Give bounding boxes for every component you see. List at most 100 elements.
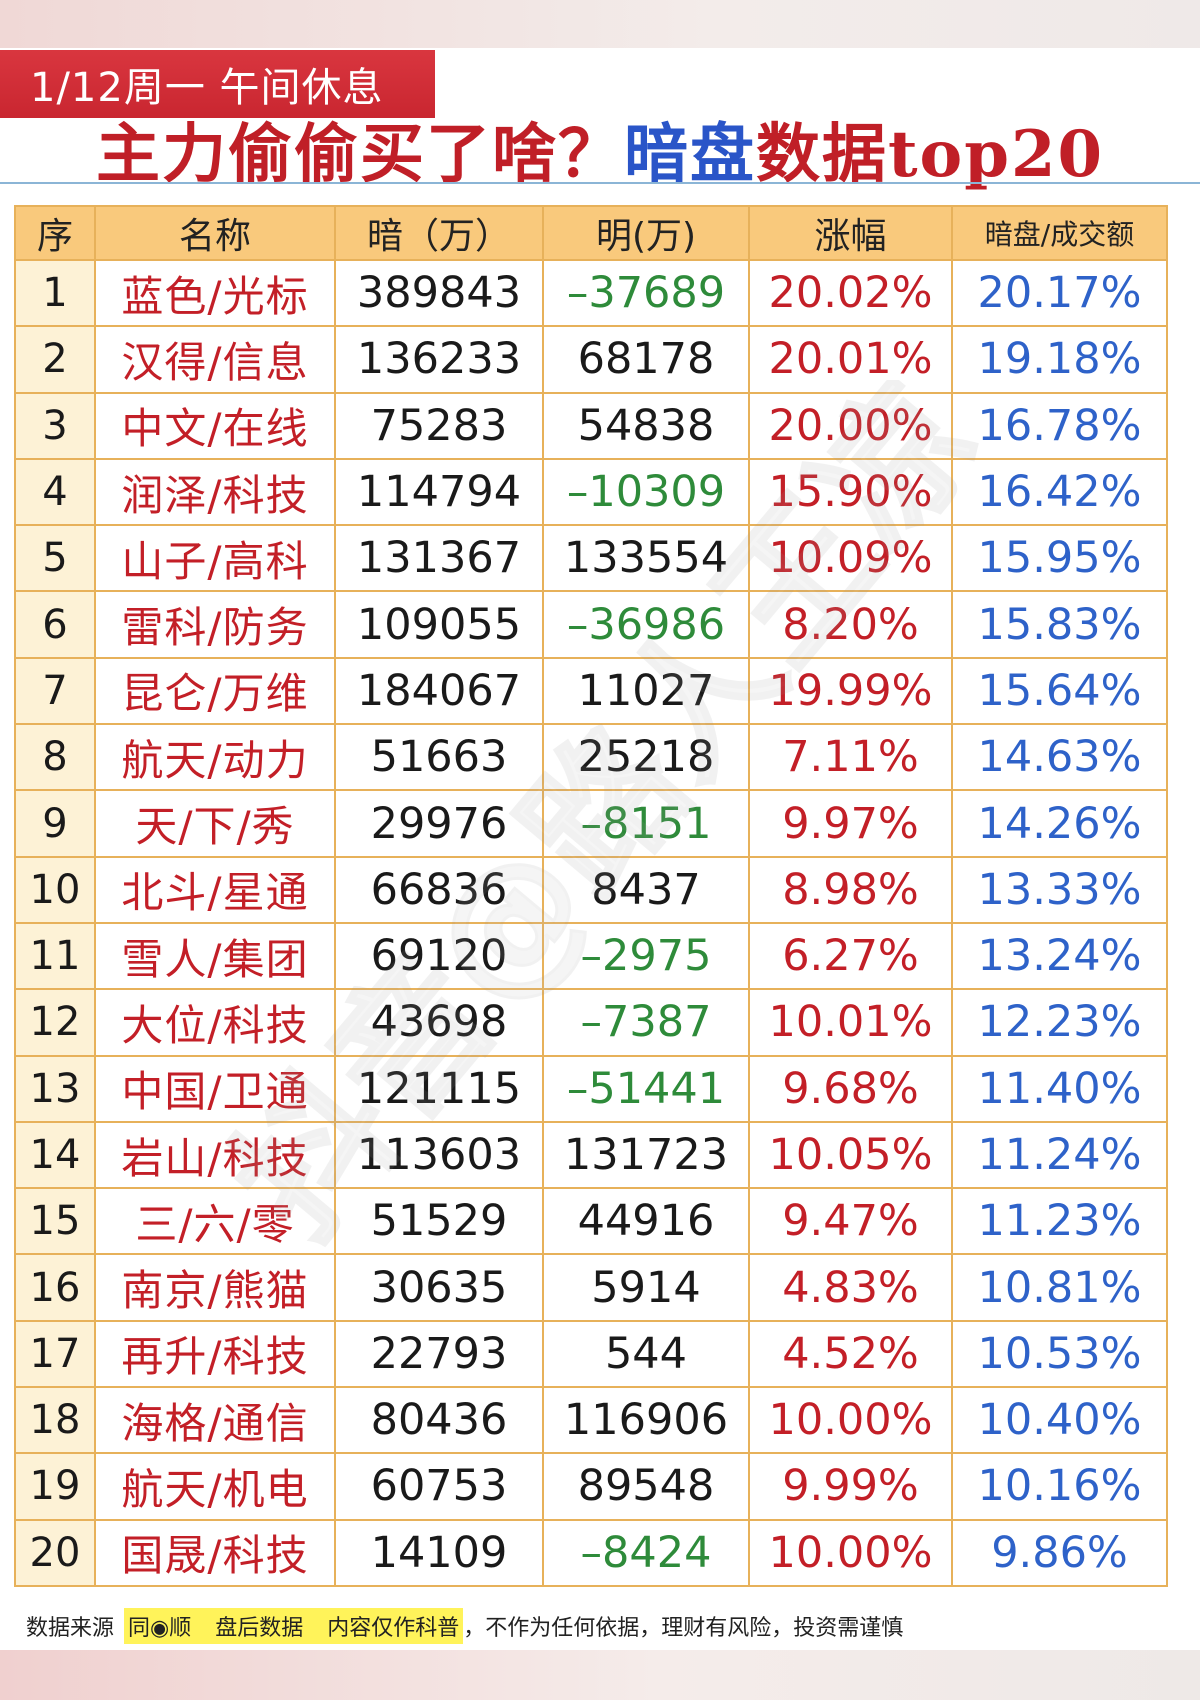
cell-rank: 4 xyxy=(14,457,96,527)
cell-dark-amount: 22793 xyxy=(334,1319,544,1389)
cell-rank: 18 xyxy=(14,1386,96,1455)
footer-source-name: 同◉顺 xyxy=(128,1616,192,1641)
cell-rank: 9 xyxy=(14,789,96,858)
cell-change: 9.47% xyxy=(748,1187,953,1256)
table-row: 17 再升/科技 22793 544 4.52% 10.53% xyxy=(14,1319,1168,1389)
cell-dark-amount: 113603 xyxy=(334,1120,544,1190)
cell-rank: 10 xyxy=(14,855,96,924)
cell-lit-amount: 44916 xyxy=(542,1187,750,1256)
dark-pool-table: 序 名称 暗（万） 明(万) 涨幅 暗盘/成交额 1 蓝色/光标 389843 –37… xyxy=(14,205,1168,1587)
cell-change: 9.99% xyxy=(748,1452,953,1521)
date-tag: 1/12周一 午间休息 xyxy=(0,50,435,118)
table-row: 4 润泽/科技 114794 –10309 15.90% 16.42% xyxy=(14,457,1168,527)
cell-dark-amount: 60753 xyxy=(334,1452,544,1521)
cell-lit-amount: –2975 xyxy=(542,921,750,991)
cell-lit-amount: –10309 xyxy=(542,457,750,527)
title-question: 主力偷偷买了啥？ xyxy=(95,117,624,192)
table-row: 10 北斗/星通 66836 8437 8.98% 13.33% xyxy=(14,855,1168,924)
cell-ratio: 19.18% xyxy=(951,325,1168,394)
footer-science-note: 内容仅作科普 xyxy=(327,1616,460,1641)
cell-change: 10.05% xyxy=(748,1120,953,1190)
table-row: 1 蓝色/光标 389843 –37689 20.02% 20.17% xyxy=(14,258,1168,328)
cell-lit-amount: –7387 xyxy=(542,988,750,1057)
footer-disclaimer: ，不作为任何依据，理财有风险，投资需谨慎 xyxy=(463,1616,904,1641)
cell-stock-name: 三/六/零 xyxy=(94,1187,336,1256)
cell-change: 8.20% xyxy=(748,590,953,659)
cell-rank: 5 xyxy=(14,524,96,593)
footer-source-highlight: 同◉顺 盘后数据 内容仅作科普 xyxy=(124,1608,464,1644)
table-header: 序 名称 暗（万） 明(万) 涨幅 暗盘/成交额 xyxy=(14,205,1168,261)
table-row: 18 海格/通信 80436 116906 10.00% 10.40% xyxy=(14,1386,1168,1455)
cell-rank: 13 xyxy=(14,1054,96,1123)
cell-stock-name: 蓝色/光标 xyxy=(94,258,336,328)
cell-stock-name: 天/下/秀 xyxy=(94,789,336,858)
bottom-background-strip xyxy=(0,1650,1200,1700)
cell-lit-amount: 54838 xyxy=(542,391,750,460)
column-header-ratio: 暗盘/成交额 xyxy=(951,205,1168,261)
cell-rank: 16 xyxy=(14,1253,96,1322)
cell-stock-name: 润泽/科技 xyxy=(94,457,336,527)
page-title: 主力偷偷买了啥？ 暗盘 数据top20 xyxy=(0,104,1200,194)
cell-dark-amount: 136233 xyxy=(334,325,544,394)
cell-rank: 1 xyxy=(14,258,96,328)
cell-stock-name: 昆仑/万维 xyxy=(94,656,336,726)
cell-lit-amount: 133554 xyxy=(542,524,750,593)
cell-dark-amount: 80436 xyxy=(334,1386,544,1455)
cell-ratio: 14.63% xyxy=(951,723,1168,792)
cell-ratio: 15.95% xyxy=(951,524,1168,593)
cell-stock-name: 汉得/信息 xyxy=(94,325,336,394)
cell-ratio: 10.40% xyxy=(951,1386,1168,1455)
cell-change: 10.09% xyxy=(748,524,953,593)
column-header-name: 名称 xyxy=(94,205,336,261)
cell-change: 20.02% xyxy=(748,258,953,328)
cell-stock-name: 岩山/科技 xyxy=(94,1120,336,1190)
column-header-change: 涨幅 xyxy=(748,205,953,261)
cell-change: 9.97% xyxy=(748,789,953,858)
cell-change: 7.11% xyxy=(748,723,953,792)
cell-rank: 11 xyxy=(14,921,96,991)
cell-stock-name: 南京/熊猫 xyxy=(94,1253,336,1322)
table-row: 12 大位/科技 43698 –7387 10.01% 12.23% xyxy=(14,988,1168,1057)
column-header-rank: 序 xyxy=(14,205,96,261)
top-background-strip xyxy=(0,0,1200,50)
footer-source-prefix: 数据来源 xyxy=(26,1616,115,1641)
cell-stock-name: 雷科/防务 xyxy=(94,590,336,659)
table-row: 8 航天/动力 51663 25218 7.11% 14.63% xyxy=(14,723,1168,792)
footer-after-hours: 盘后数据 xyxy=(215,1616,304,1641)
cell-stock-name: 大位/科技 xyxy=(94,988,336,1057)
cell-stock-name: 海格/通信 xyxy=(94,1386,336,1455)
cell-change: 4.83% xyxy=(748,1253,953,1322)
cell-rank: 8 xyxy=(14,723,96,792)
table-row: 19 航天/机电 60753 89548 9.99% 10.16% xyxy=(14,1452,1168,1521)
cell-lit-amount: –36986 xyxy=(542,590,750,659)
cell-lit-amount: 68178 xyxy=(542,325,750,394)
cell-lit-amount: 25218 xyxy=(542,723,750,792)
cell-rank: 17 xyxy=(14,1319,96,1389)
cell-ratio: 9.86% xyxy=(951,1518,1168,1587)
cell-stock-name: 中文/在线 xyxy=(94,391,336,460)
cell-change: 20.01% xyxy=(748,325,953,394)
cell-dark-amount: 184067 xyxy=(334,656,544,726)
cell-stock-name: 航天/机电 xyxy=(94,1452,336,1521)
cell-ratio: 10.53% xyxy=(951,1319,1168,1389)
cell-dark-amount: 109055 xyxy=(334,590,544,659)
cell-stock-name: 山子/高科 xyxy=(94,524,336,593)
cell-dark-amount: 14109 xyxy=(334,1518,544,1587)
column-header-dark: 暗（万） xyxy=(334,205,544,261)
cell-lit-amount: –8424 xyxy=(542,1518,750,1587)
cell-lit-amount: 544 xyxy=(542,1319,750,1389)
cell-change: 15.90% xyxy=(748,457,953,527)
title-top20: 数据top20 xyxy=(755,117,1105,192)
cell-dark-amount: 389843 xyxy=(334,258,544,328)
column-header-lit: 明(万) xyxy=(542,205,750,261)
table-row: 5 山子/高科 131367 133554 10.09% 15.95% xyxy=(14,524,1168,593)
table-row: 14 岩山/科技 113603 131723 10.05% 11.24% xyxy=(14,1120,1168,1190)
cell-ratio: 12.23% xyxy=(951,988,1168,1057)
cell-rank: 2 xyxy=(14,325,96,394)
cell-dark-amount: 30635 xyxy=(334,1253,544,1322)
cell-stock-name: 雪人/集团 xyxy=(94,921,336,991)
cell-stock-name: 航天/动力 xyxy=(94,723,336,792)
cell-ratio: 11.24% xyxy=(951,1120,1168,1190)
cell-change: 4.52% xyxy=(748,1319,953,1389)
cell-ratio: 15.83% xyxy=(951,590,1168,659)
